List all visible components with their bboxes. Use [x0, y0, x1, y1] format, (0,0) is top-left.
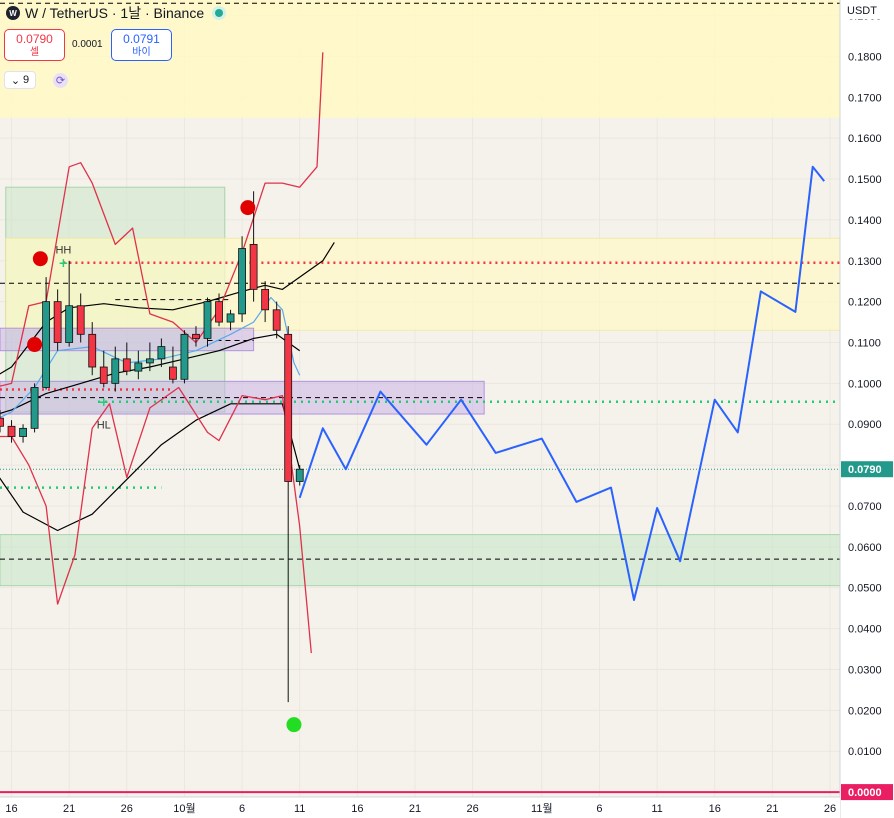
candle-body [30, 387, 39, 429]
sell-button[interactable]: 0.0790 셀 [4, 29, 65, 61]
candle-body [122, 358, 131, 372]
swing-point-marker [27, 337, 43, 353]
symbol-title[interactable]: W / TetherUS · 1날 · Binance [25, 5, 205, 21]
price-axis-panel [840, 0, 894, 818]
x-tick-label: 11 [651, 803, 662, 815]
candle-body [145, 358, 154, 364]
x-tick-label: 10월 [173, 802, 195, 815]
envelope-lower-line [0, 386, 312, 654]
indicator-count: 9 [23, 74, 30, 86]
spread-value: 0.0001 [72, 39, 103, 50]
candle-body [203, 301, 212, 339]
x-tick-label: 26 [467, 803, 479, 815]
projection-path [298, 165, 825, 601]
structure-label: HL [97, 419, 111, 431]
candle-body [111, 358, 120, 384]
candle-body [295, 468, 304, 482]
y-tick-label: 0.0100 [848, 746, 882, 758]
sell-label: 셀 [29, 47, 40, 58]
x-tick-label: 16 [709, 803, 721, 815]
candle-body [215, 301, 223, 323]
y-tick-label: 0.0200 [848, 705, 882, 717]
symbol-header: W W / TetherUS · 1날 · Binance [6, 3, 224, 23]
y-tick-label: 0.0600 [848, 542, 882, 554]
y-tick-label: 0.0400 [848, 624, 882, 636]
candle-body [226, 313, 235, 323]
candle-body [157, 346, 166, 360]
ma-lower-line [0, 403, 301, 532]
symbol-logo-icon: W [6, 6, 20, 20]
candle-body [134, 362, 143, 372]
candle-body [180, 333, 189, 380]
candle-body [88, 333, 97, 368]
candle-body [42, 301, 51, 388]
y-tick-label: 0.1000 [848, 378, 882, 390]
plus-marker: + [58, 256, 68, 270]
y-tick-label: 0.0900 [848, 419, 882, 431]
ma-blue-line [0, 296, 301, 419]
candle-body [19, 427, 27, 437]
x-tick-label: 21 [766, 803, 778, 815]
candle-body [284, 333, 293, 482]
buy-label: 바이 [132, 47, 151, 58]
x-tick-label: 21 [63, 803, 75, 815]
indicators-toggle[interactable]: ⌄ 9 [4, 71, 36, 89]
x-tick-label: 16 [351, 803, 363, 815]
sync-icon[interactable]: ⟳ [53, 73, 68, 88]
buy-price: 0.0791 [123, 32, 160, 46]
candle-body [238, 248, 246, 315]
structure-label: HH [55, 244, 71, 256]
swing-point-marker [240, 200, 256, 216]
candle-body [65, 305, 74, 343]
candle-body [7, 425, 16, 437]
buy-button[interactable]: 0.0791 바이 [111, 29, 172, 61]
candle-body [192, 333, 200, 339]
currency-selector[interactable]: USDT [842, 3, 882, 19]
price-label-badge [841, 784, 893, 801]
x-tick-label: 11 [294, 803, 305, 815]
x-tick-label: 16 [5, 803, 17, 815]
plus-marker: + [99, 395, 109, 409]
x-tick-label: 26 [824, 803, 836, 815]
chevron-down-icon: ⌄ [10, 74, 21, 87]
sell-price: 0.0790 [16, 32, 53, 46]
ma-mid-line [0, 333, 301, 414]
price-label-text: 0.0790 [848, 464, 882, 476]
candle-body [249, 244, 258, 290]
x-tick-label: 11월 [531, 802, 553, 815]
zone-box [0, 534, 841, 587]
y-tick-label: 0.1100 [848, 338, 881, 350]
y-tick-label: 0.0300 [848, 664, 882, 676]
y-tick-label: 0.1200 [848, 297, 882, 309]
candle-body [53, 301, 62, 343]
price-label-badge [841, 461, 893, 478]
x-tick-label: 6 [239, 803, 245, 815]
zone-box [5, 237, 841, 331]
candle-body [0, 417, 4, 427]
time-axis-panel [0, 797, 840, 818]
candle-body [169, 366, 177, 380]
y-tick-label: 0.1800 [848, 51, 882, 63]
zone-box [0, 380, 485, 415]
market-open-icon [215, 9, 224, 17]
x-tick-label: 21 [409, 803, 421, 815]
price-label-text: 0.0000 [848, 787, 882, 799]
candle-body [261, 288, 270, 311]
swing-point-marker [286, 717, 302, 733]
y-tick-label: 0.1600 [848, 133, 882, 145]
candle-body [99, 366, 108, 384]
y-tick-label: 0.0700 [848, 501, 882, 513]
candle-body [76, 305, 85, 335]
x-tick-label: 6 [596, 803, 602, 815]
x-tick-label: 26 [121, 803, 133, 815]
swing-point-marker [32, 251, 48, 267]
y-tick-label: 0.0500 [848, 583, 882, 595]
candle-body [272, 309, 281, 331]
y-tick-label: 0.1300 [848, 256, 882, 268]
y-tick-label: 0.1700 [848, 92, 882, 104]
y-tick-label: 0.1500 [848, 174, 882, 186]
y-tick-label: 0.1400 [848, 215, 882, 227]
